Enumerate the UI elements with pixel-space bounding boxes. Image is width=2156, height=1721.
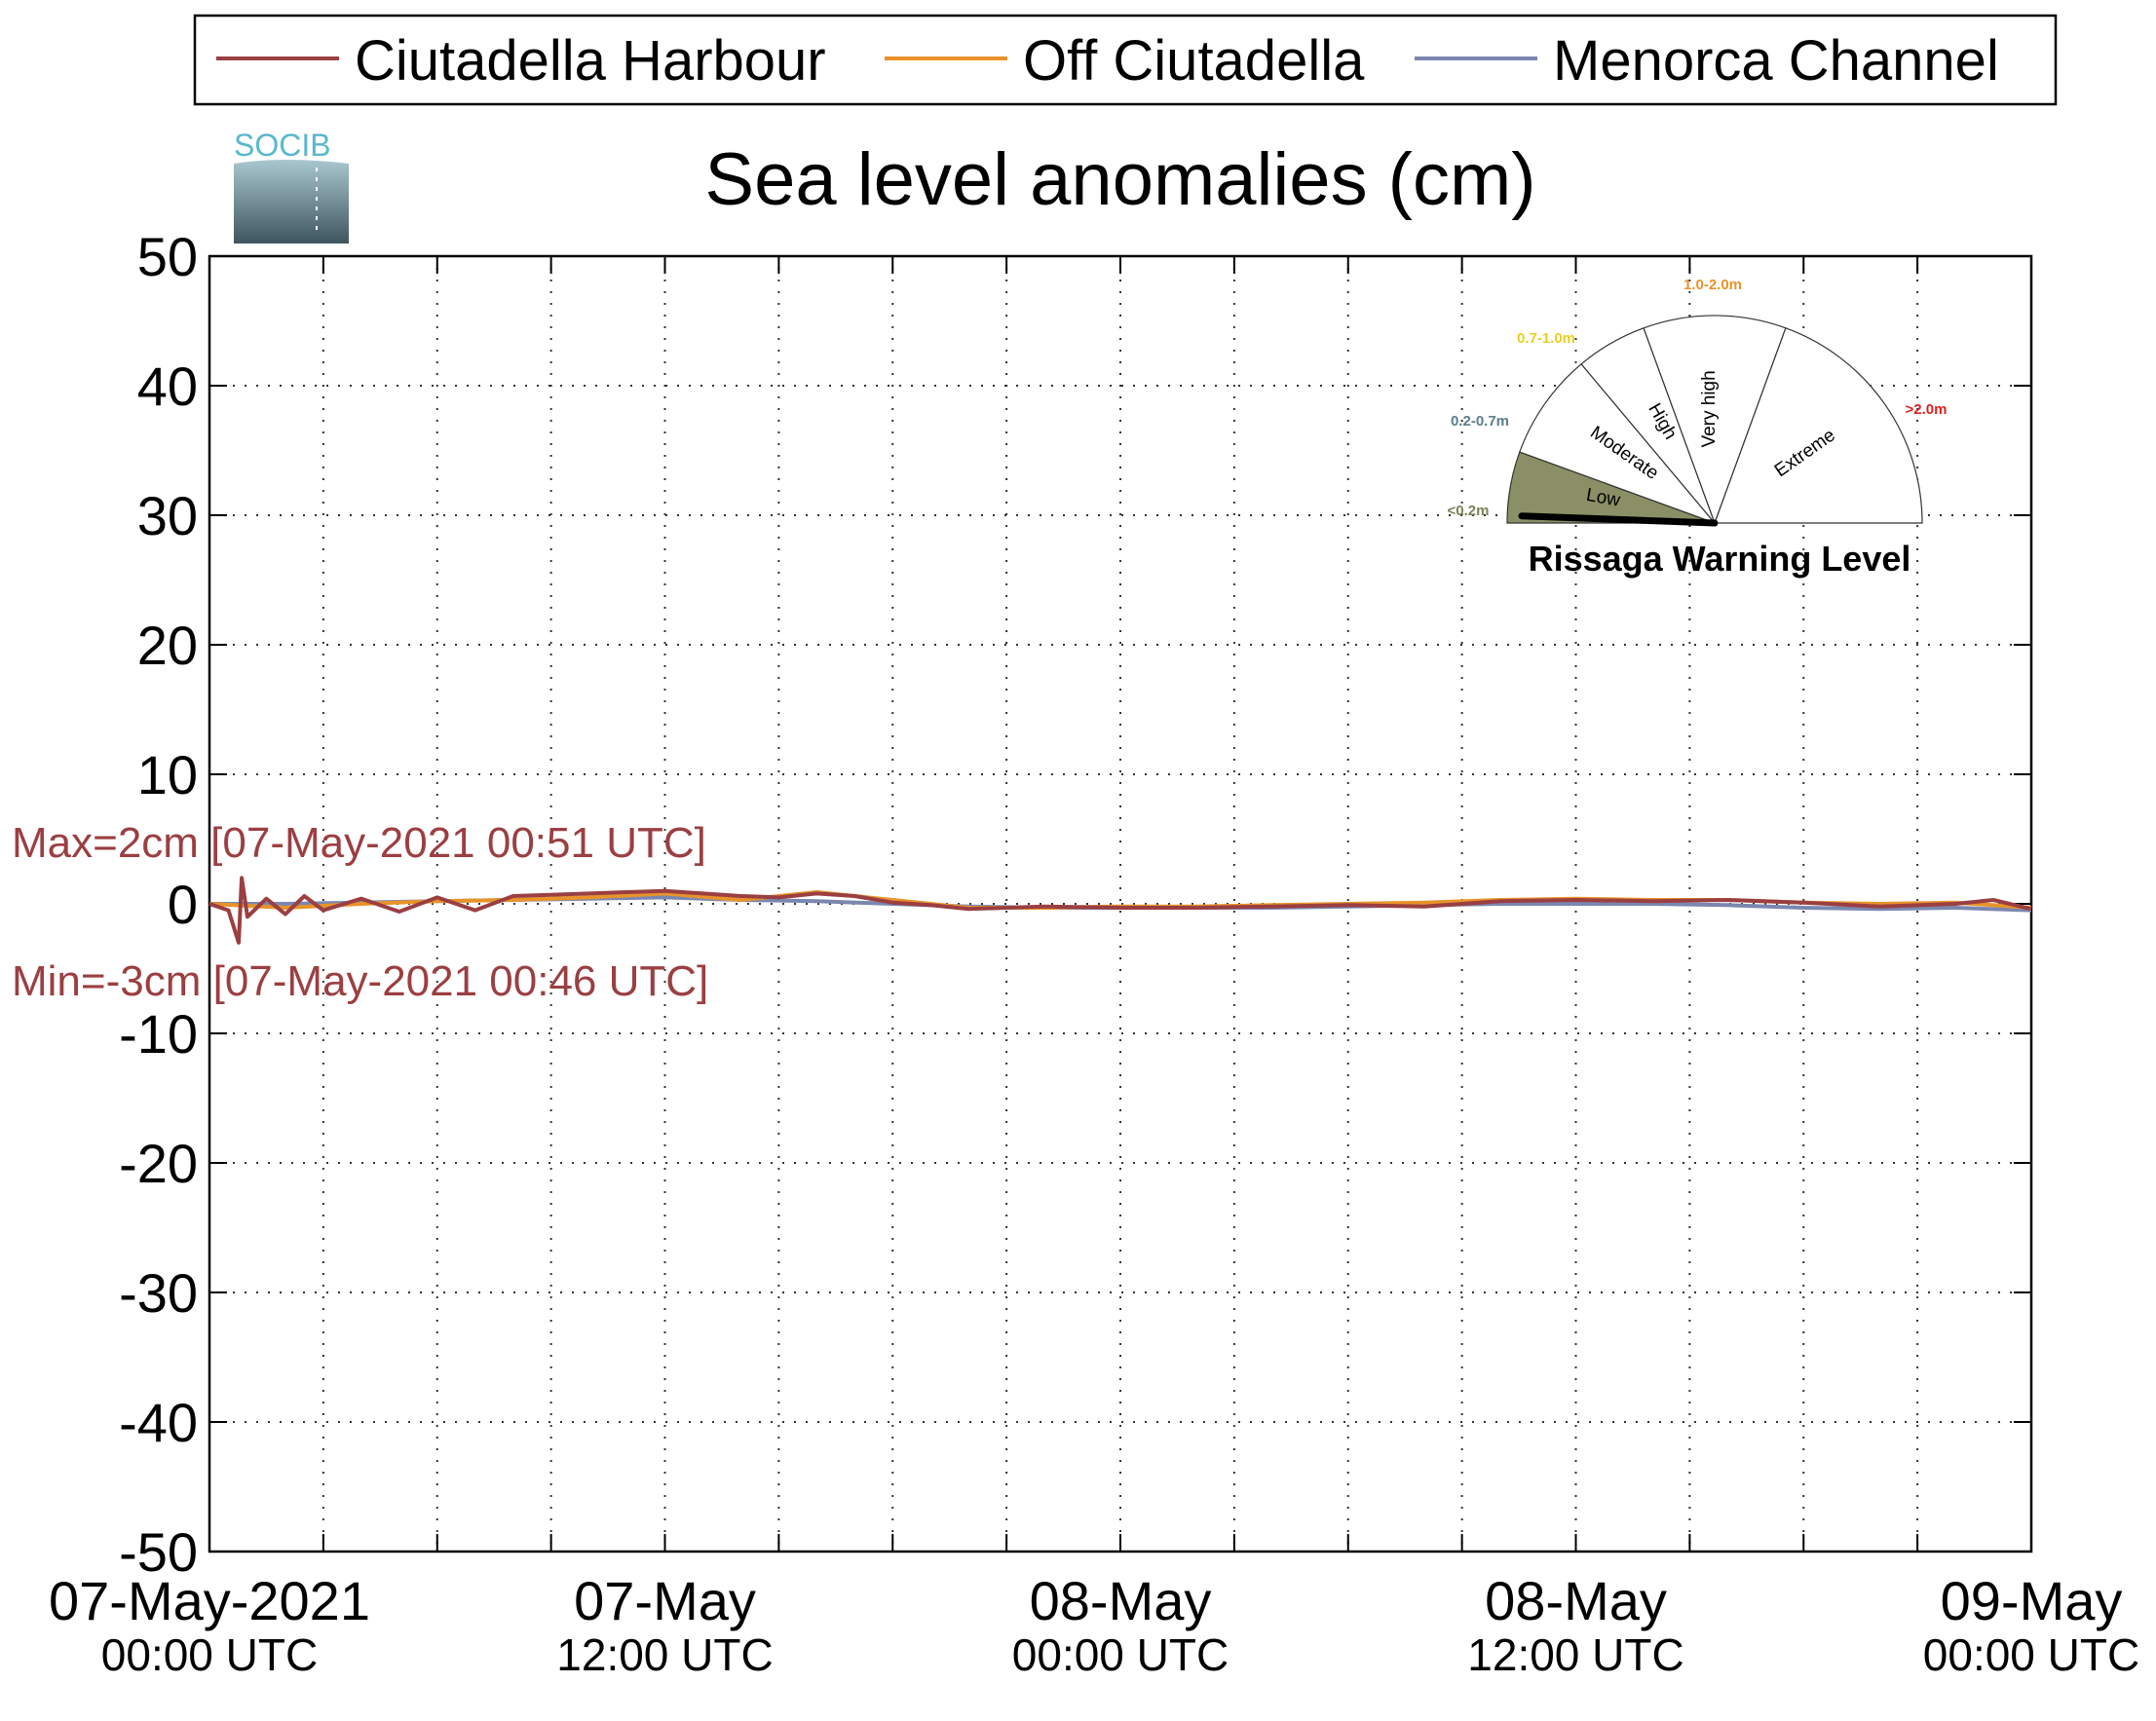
y-tick-label: 20 bbox=[137, 615, 198, 676]
chart-title: Sea level anomalies (cm) bbox=[704, 138, 1535, 221]
gauge-range-label-high: 0.7-1.0m bbox=[1517, 330, 1575, 347]
y-axis: 50 40 30 20 10 0 -10 -20 -30 -40 -50 bbox=[119, 226, 2031, 1583]
x-tick-sublabel: 00:00 UTC bbox=[1923, 1629, 2139, 1680]
y-tick-label: -20 bbox=[119, 1133, 198, 1194]
legend-box bbox=[193, 14, 2058, 106]
max-annotation: Max=2cm [07-May-2021 00:51 UTC] bbox=[12, 819, 706, 867]
legend: Ciutadella Harbour Off Ciutadella Menorc… bbox=[193, 14, 2058, 106]
y-tick-label: 30 bbox=[137, 485, 198, 546]
legend-label-menorca-channel: Menorca Channel bbox=[1553, 29, 1999, 93]
y-tick-label: 40 bbox=[137, 355, 198, 417]
x-tick-label: 07-May bbox=[574, 1570, 756, 1631]
socib-logo: SOCIB bbox=[234, 128, 349, 243]
gauge-range-label-very-high: 1.0-2.0m bbox=[1683, 277, 1742, 293]
gauge-needle bbox=[1518, 512, 1719, 527]
y-tick-label: -30 bbox=[119, 1262, 198, 1324]
x-tick-label: 07-May-2021 bbox=[49, 1570, 370, 1631]
min-annotation: Min=-3cm [07-May-2021 00:46 UTC] bbox=[12, 957, 708, 1005]
series bbox=[208, 876, 2032, 945]
y-tick-label: 50 bbox=[137, 226, 198, 287]
y-tick-label: 0 bbox=[168, 874, 198, 935]
gauge-range-label-extreme: >2.0m bbox=[1906, 401, 1948, 418]
logo-wave bbox=[234, 160, 349, 243]
x-tick-label: 09-May bbox=[1941, 1570, 2123, 1631]
gauge-sector-moderate bbox=[1519, 362, 1717, 525]
y-tick-label: -10 bbox=[119, 1003, 198, 1065]
gauge-range-label-low: <0.2m bbox=[1448, 503, 1490, 519]
gauge-sector-label-very-high: Very high bbox=[1699, 370, 1720, 447]
x-tick-label: 08-May bbox=[1030, 1570, 1212, 1631]
legend-label-ciutadella-harbour: Ciutadella Harbour bbox=[355, 29, 826, 93]
logo-text: SOCIB bbox=[234, 128, 331, 163]
y-tick-label: -40 bbox=[119, 1392, 198, 1453]
x-tick-sublabel: 00:00 UTC bbox=[1012, 1629, 1229, 1680]
x-tick-sublabel: 00:00 UTC bbox=[101, 1629, 318, 1680]
legend-label-off-ciutadella: Off Ciutadella bbox=[1023, 29, 1365, 93]
gauge-sector-very-high bbox=[1643, 315, 1787, 525]
gauge-sector-extreme bbox=[1714, 327, 1923, 524]
y-tick-label: -50 bbox=[119, 1521, 198, 1583]
series-line-ciutadella-harbour bbox=[208, 876, 2032, 945]
x-tick-sublabel: 12:00 UTC bbox=[556, 1629, 773, 1680]
y-tick-label: 10 bbox=[137, 744, 198, 805]
x-tick-label: 08-May bbox=[1485, 1570, 1667, 1631]
gauge-title: Rissaga Warning Level bbox=[1529, 539, 1911, 579]
x-tick-sublabel: 12:00 UTC bbox=[1467, 1629, 1683, 1680]
gauge-range-label-moderate: 0.2-0.7m bbox=[1451, 413, 1509, 430]
